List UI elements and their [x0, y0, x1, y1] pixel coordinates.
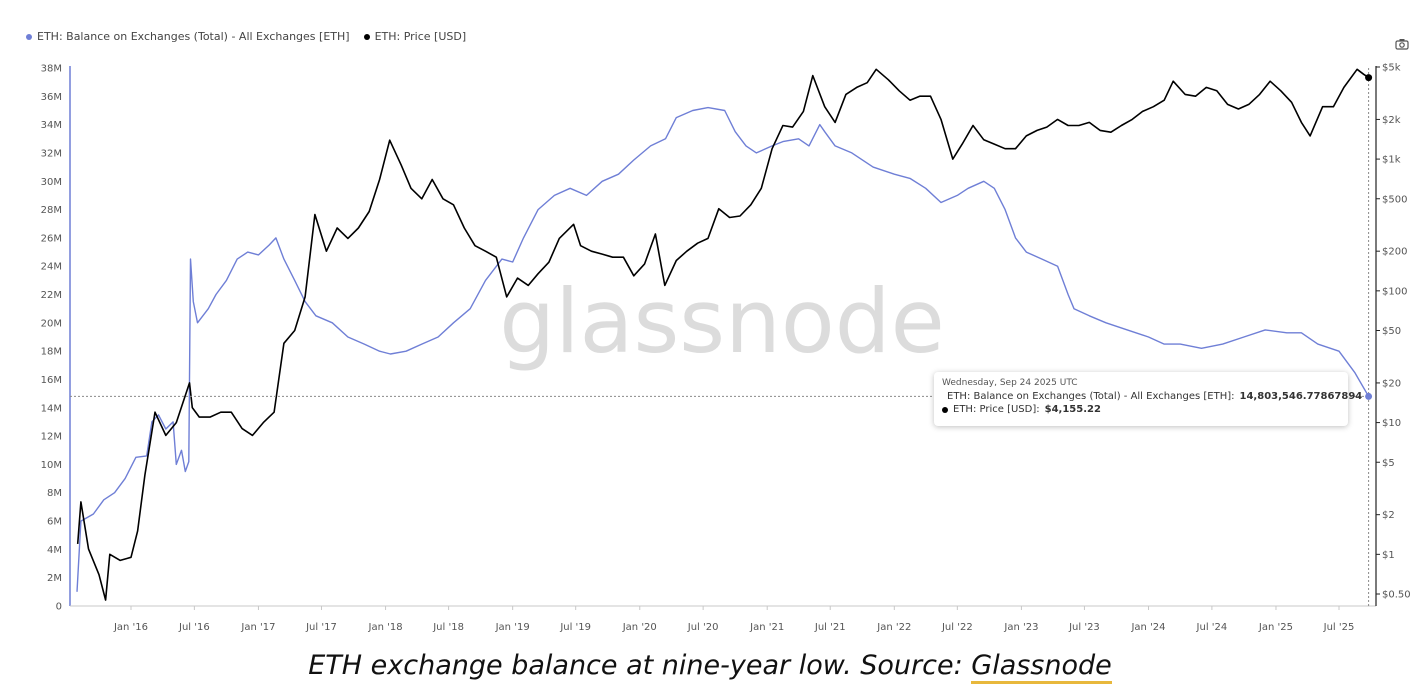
- y-left-tick-label: 26M: [41, 233, 62, 244]
- y-left-tick-label: 28M: [41, 205, 62, 216]
- series-line-balance: [76, 106, 1370, 592]
- caption-source-link[interactable]: Glassnode: [971, 650, 1112, 684]
- y-left-tick-label: 14M: [41, 403, 62, 414]
- y-left-tick-label: 18M: [41, 347, 62, 358]
- y-left-tick-label: 34M: [41, 120, 62, 131]
- y-right-tick-label: $5: [1382, 458, 1395, 469]
- x-tick-label: Jul '21: [814, 622, 846, 633]
- legend-balance-swatch: [26, 33, 32, 40]
- series-layer: [70, 68, 1373, 606]
- y-left-tick-label: 6M: [47, 517, 62, 528]
- y-left-tick-label: 8M: [47, 488, 62, 499]
- y-right-tick-label: $200: [1382, 247, 1407, 258]
- x-tick-label: Jan '17: [240, 622, 275, 633]
- y-right-tick-label: $10: [1382, 418, 1401, 429]
- y-left-tick-label: 4M: [47, 545, 62, 556]
- caption-text: ETH exchange balance at nine-year low. S…: [308, 650, 972, 681]
- y-left-tick-label: 22M: [41, 290, 62, 301]
- x-tick-label: Jul '20: [687, 622, 719, 633]
- legend-item-balance[interactable]: ETH: Balance on Exchanges (Total) - All …: [26, 30, 350, 43]
- y-right-tick-label: $100: [1382, 286, 1407, 297]
- x-tick-label: Jul '22: [941, 622, 973, 633]
- tooltip-price-swatch: [942, 406, 948, 413]
- legend-balance-label: ETH: Balance on Exchanges (Total) - All …: [37, 30, 350, 43]
- tooltip-date: Wednesday, Sep 24 2025 UTC: [942, 378, 1078, 388]
- legend-item-price[interactable]: ETH: Price [USD]: [363, 30, 467, 43]
- y-left-tick-label: 2M: [47, 573, 62, 584]
- chart-legend: ETH: Balance on Exchanges (Total) - All …: [26, 30, 466, 43]
- tooltip-row-balance: ETH: Balance on Exchanges (Total) - All …: [942, 391, 1362, 402]
- x-tick-label: Jul '19: [559, 622, 591, 633]
- y-left-tick-label: 38M: [41, 64, 62, 75]
- y-right-tick-label: $50: [1382, 326, 1401, 337]
- figure-caption: ETH exchange balance at nine-year low. S…: [0, 650, 1420, 684]
- camera-icon[interactable]: [1395, 35, 1409, 50]
- y-left-tick-label: 24M: [41, 262, 62, 273]
- y-right-tick-label: $1: [1382, 550, 1395, 561]
- x-tick-label: Jan '18: [368, 622, 403, 633]
- x-tick-label: Jan '24: [1130, 622, 1165, 633]
- legend-price-label: ETH: Price [USD]: [374, 30, 467, 43]
- x-tick-label: Jan '22: [876, 622, 911, 633]
- chart-plot: glassnode 0 2M 4M 6M 8M 10M 12M 14M 16M 18M 20M 22M…: [41, 63, 1411, 634]
- y-left-tick-label: 30M: [41, 177, 62, 188]
- y-left-tick-label: 16M: [41, 375, 62, 386]
- x-tick-label: Jan '21: [749, 622, 784, 633]
- y-right-tick-label: $500: [1382, 194, 1407, 205]
- legend-price-swatch: [363, 33, 370, 40]
- x-tick-label: Jan '19: [495, 622, 530, 633]
- x-tick-label: Jul '17: [305, 622, 337, 633]
- tooltip-balance-label: ETH: Balance on Exchanges (Total) - All …: [947, 391, 1235, 402]
- y-right-tick-label: $0.50: [1382, 590, 1411, 601]
- marker-price: [1365, 74, 1373, 82]
- series-line-price: [76, 68, 1370, 601]
- tooltip-price-label: ETH: Price [USD]:: [953, 404, 1040, 415]
- axes-layer: 0 2M 4M 6M 8M 10M 12M 14M 16M 18M 20M 22M 24M 26M 28M 3…: [41, 63, 1411, 634]
- marker-balance: [1365, 392, 1373, 400]
- chart-tooltip: Wednesday, Sep 24 2025 UTC ETH: Balance …: [934, 372, 1362, 426]
- x-tick-label: Jan '16: [113, 622, 148, 633]
- y-right-tick-label: $2: [1382, 510, 1395, 521]
- y-left-tick-label: 10M: [41, 460, 62, 471]
- tooltip-balance-value: 14,803,546.77867894: [1239, 391, 1363, 402]
- x-tick-label: Jan '25: [1258, 622, 1293, 633]
- y-right-tick-label: $20: [1382, 378, 1401, 389]
- x-tick-label: Jul '24: [1196, 622, 1228, 633]
- x-tick-label: Jan '23: [1003, 622, 1038, 633]
- x-tick-label: Jul '25: [1323, 622, 1355, 633]
- y-right-tick-label: $5k: [1382, 63, 1401, 74]
- x-tick-label: Jan '20: [622, 622, 657, 633]
- y-left-tick-label: 12M: [41, 432, 62, 443]
- y-right-tick-label: $2k: [1382, 115, 1401, 126]
- y-left-tick-label: 20M: [41, 318, 62, 329]
- tooltip-price-value: $4,155.22: [1044, 404, 1101, 415]
- y-right-tick-label: $1k: [1382, 155, 1401, 166]
- x-tick-label: Jul '23: [1068, 622, 1100, 633]
- y-left-tick-label: 36M: [41, 92, 62, 103]
- x-tick-label: Jul '16: [178, 622, 210, 633]
- watermark: glassnode: [499, 270, 945, 373]
- tooltip-row-price: ETH: Price [USD]: $4,155.22: [942, 404, 1340, 415]
- y-left-tick-label: 0: [56, 602, 62, 613]
- y-left-tick-label: 32M: [41, 148, 62, 159]
- x-tick-label: Jul '18: [432, 622, 464, 633]
